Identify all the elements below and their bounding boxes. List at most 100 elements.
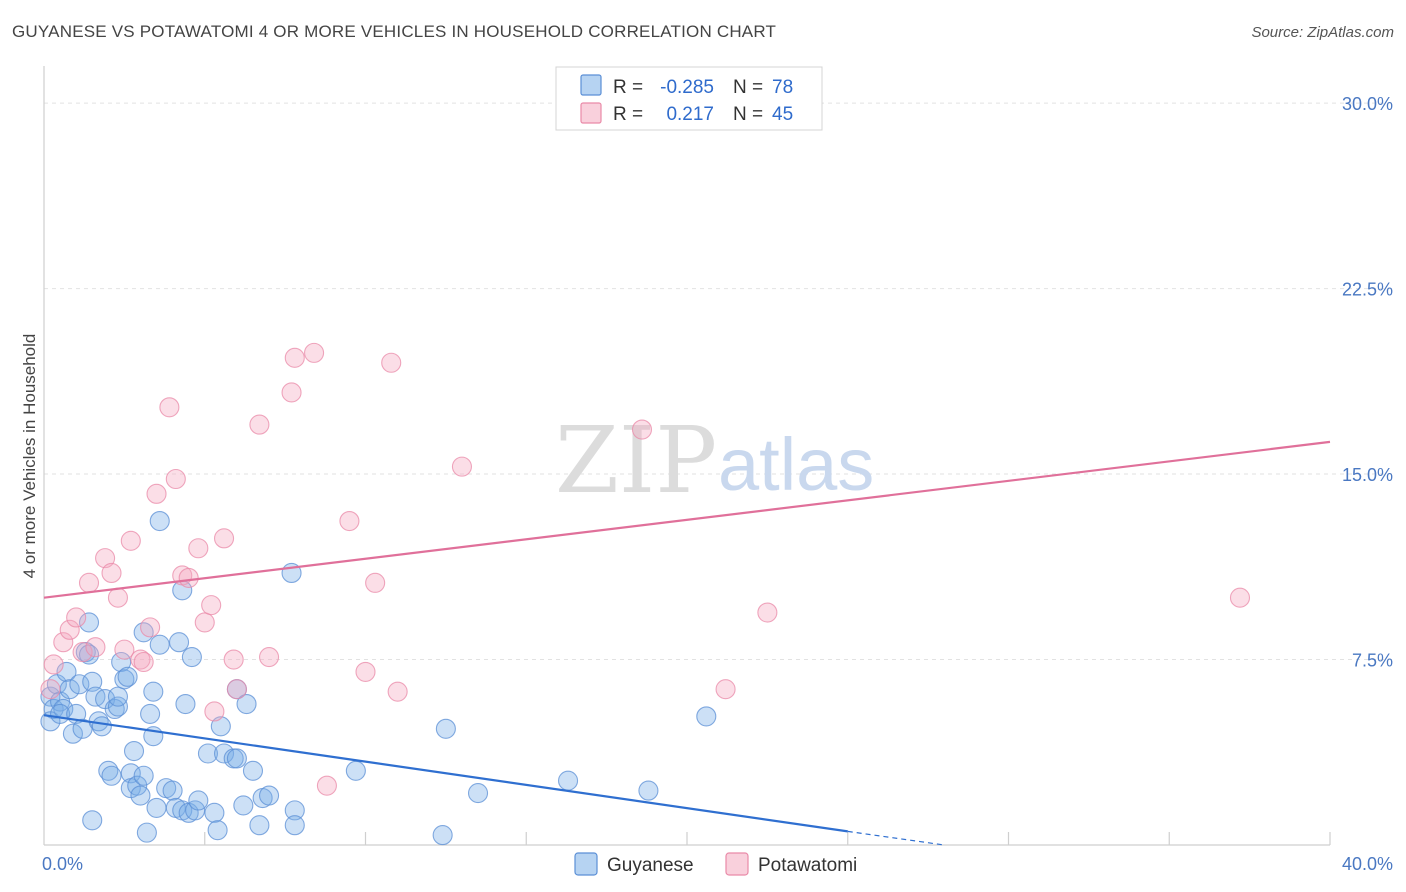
legend-swatch-guyanese xyxy=(580,74,602,96)
guyanese-point-39 xyxy=(143,681,164,702)
guyanese-point-77 xyxy=(638,780,659,801)
guyanese-point-28 xyxy=(114,669,135,690)
guyanese-point-78 xyxy=(696,706,717,727)
potawatomi-point-34 xyxy=(339,510,360,532)
potawatomi-point-4 xyxy=(66,607,87,628)
guyanese-point-74 xyxy=(435,718,456,739)
guyanese-point-14 xyxy=(78,612,100,633)
potawatomi-point-10 xyxy=(107,587,128,608)
guyanese-point-17 xyxy=(82,810,103,831)
legend-n-label-potawatomi: N = xyxy=(733,104,763,125)
guyanese-point-73 xyxy=(432,825,453,846)
y-axis-label: 4 or more Vehicles in Household xyxy=(20,334,39,579)
potawatomi-point-11 xyxy=(114,639,135,660)
bottom-legend-swatch-potawatomi xyxy=(725,852,749,876)
potawatomi-point-3 xyxy=(59,619,80,640)
legend-r-value-potawatomi: 0.217 xyxy=(666,104,714,125)
guyanese-point-54 xyxy=(188,790,209,811)
trend-lines xyxy=(43,440,1331,846)
guyanese-point-42 xyxy=(149,510,170,532)
potawatomi-point-36 xyxy=(365,572,386,593)
potawatomi-point-32 xyxy=(304,342,325,363)
guyanese-point-29 xyxy=(117,666,138,687)
x-tick-label-1: 40.0% xyxy=(1342,854,1393,874)
potawatomi-point-17 xyxy=(159,397,180,418)
guyanese-point-72 xyxy=(345,760,366,781)
guyanese-point-57 xyxy=(207,820,228,841)
guyanese-point-38 xyxy=(140,703,161,724)
source-label: Source: ZipAtlas.com xyxy=(1251,24,1394,41)
legend-n-label-guyanese: N = xyxy=(733,77,763,98)
potawatomi-point-35 xyxy=(355,661,376,682)
potawatomi-point-9 xyxy=(101,562,122,584)
bottom-legend-label-guyanese: Guyanese xyxy=(607,855,694,876)
potawatomi-point-14 xyxy=(133,651,154,673)
guyanese-point-11 xyxy=(69,674,90,695)
guyanese-point-0 xyxy=(40,686,61,707)
potawatomi-point-15 xyxy=(140,617,161,638)
watermark-atlas: atlas xyxy=(718,423,874,506)
guyanese-point-66 xyxy=(249,815,270,836)
guyanese-point-34 xyxy=(130,785,151,806)
potawatomi-point-24 xyxy=(204,701,225,722)
y-tick-label-0: 7.5% xyxy=(1352,651,1393,671)
potawatomi-point-39 xyxy=(451,456,473,477)
guyanese-point-52 xyxy=(181,647,202,668)
potawatomi-point-12 xyxy=(120,530,141,551)
potawatomi-point-29 xyxy=(258,647,280,668)
y-tick-label-2: 22.5% xyxy=(1342,280,1393,300)
legend-r-label-guyanese: R = xyxy=(613,77,643,98)
potawatomi-trend-line xyxy=(43,440,1331,599)
guyanese-point-70 xyxy=(284,800,305,821)
x-tick-labels: 0.0% 40.0% xyxy=(42,854,1393,874)
bottom-legend-label-potawatomi: Potawatomi xyxy=(758,855,857,876)
guyanese-point-30 xyxy=(120,763,141,784)
x-tick-label-0: 0.0% xyxy=(42,854,83,874)
series-legend: Guyanese Potawatomi xyxy=(574,852,857,876)
potawatomi-point-43 xyxy=(1229,587,1251,608)
guyanese-point-23 xyxy=(101,765,122,786)
guyanese-point-26 xyxy=(107,686,128,707)
guyanese-trend-extension xyxy=(847,830,945,846)
guyanese-point-41 xyxy=(146,797,167,818)
y-tick-labels: 7.5% 15.0% 22.5% 30.0% xyxy=(1342,94,1393,670)
legend-r-value-guyanese: -0.285 xyxy=(660,77,714,98)
potawatomi-point-30 xyxy=(281,382,302,403)
guyanese-point-16 xyxy=(82,671,103,692)
potawatomi-point-6 xyxy=(78,572,100,593)
guyanese-point-32 xyxy=(123,740,145,762)
potawatomi-points xyxy=(40,110,1251,796)
guyanese-point-37 xyxy=(136,822,157,843)
guyanese-trend-line xyxy=(43,714,848,833)
potawatomi-point-7 xyxy=(85,637,106,658)
potawatomi-point-18 xyxy=(165,468,186,490)
potawatomi-point-21 xyxy=(188,538,209,559)
legend-n-value-potawatomi: 45 xyxy=(772,104,793,125)
potawatomi-point-2 xyxy=(53,632,74,653)
legend-r-label-potawatomi: R = xyxy=(613,104,643,125)
guyanese-point-7 xyxy=(56,661,77,682)
potawatomi-point-20 xyxy=(178,567,199,588)
gridlines xyxy=(44,102,1392,661)
guyanese-point-56 xyxy=(197,743,219,764)
watermark: ZIP atlas xyxy=(555,407,874,514)
potawatomi-point-0 xyxy=(40,679,61,700)
guyanese-point-59 xyxy=(213,743,235,764)
potawatomi-point-25 xyxy=(213,528,235,549)
guyanese-point-50 xyxy=(175,693,196,715)
guyanese-point-63 xyxy=(233,795,254,816)
potawatomi-point-28 xyxy=(249,414,270,435)
potawatomi-point-13 xyxy=(130,649,151,670)
guyanese-point-55 xyxy=(204,802,225,823)
potawatomi-point-8 xyxy=(95,548,116,569)
potawatomi-point-5 xyxy=(72,642,93,663)
guyanese-point-76 xyxy=(557,770,579,791)
potawatomi-point-40 xyxy=(631,419,653,440)
guyanese-point-45 xyxy=(162,780,183,801)
guyanese-point-58 xyxy=(210,716,231,737)
guyanese-point-71 xyxy=(284,815,305,836)
bottom-legend-swatch-guyanese xyxy=(574,852,598,876)
potawatomi-point-1 xyxy=(43,654,64,675)
watermark-zip: ZIP xyxy=(555,407,717,514)
